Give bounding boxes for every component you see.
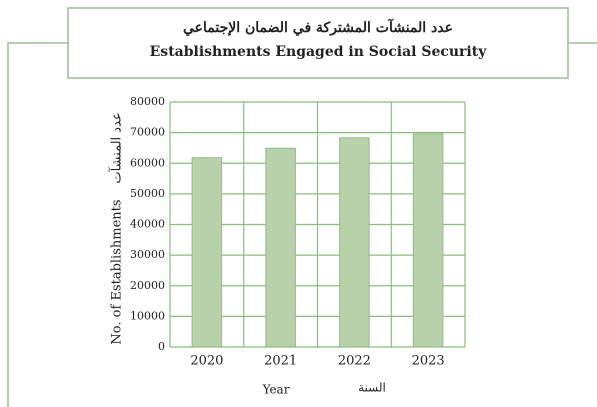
x-tick-label: 2022 — [338, 354, 371, 369]
chart-subtitle: Establishments Engaged in Social Securit… — [150, 44, 488, 60]
bar — [412, 133, 444, 348]
y-tick-label: 30000 — [130, 248, 165, 261]
y-tick-label: 80000 — [130, 95, 165, 108]
x-tick-label: 2023 — [412, 354, 445, 369]
x-tick-label: 2020 — [190, 354, 223, 369]
x-tick-label: 2021 — [264, 354, 297, 369]
y-tick-label: 10000 — [130, 309, 165, 322]
bar — [265, 147, 296, 348]
y-tick-label: 70000 — [130, 126, 165, 139]
chart-title: عدد المنشآت المشتركة في الضمان الإجتماعي — [183, 18, 453, 37]
y-tick-label: 0 — [158, 340, 165, 353]
y-tick-label: 20000 — [130, 279, 165, 292]
x-axis-label: Year — [262, 383, 290, 397]
y-axis-label-arabic: عدد المنشآت — [108, 112, 125, 183]
y-tick-label: 50000 — [130, 187, 165, 200]
y-axis-label: No. of Establishments — [110, 199, 125, 344]
bar — [339, 137, 370, 348]
x-axis-label-arabic: السنة — [358, 381, 386, 395]
title-box — [67, 7, 569, 79]
y-tick-label: 40000 — [130, 218, 165, 231]
bar — [191, 157, 223, 348]
frame-line — [7, 42, 68, 407]
y-tick-label: 60000 — [130, 156, 165, 169]
